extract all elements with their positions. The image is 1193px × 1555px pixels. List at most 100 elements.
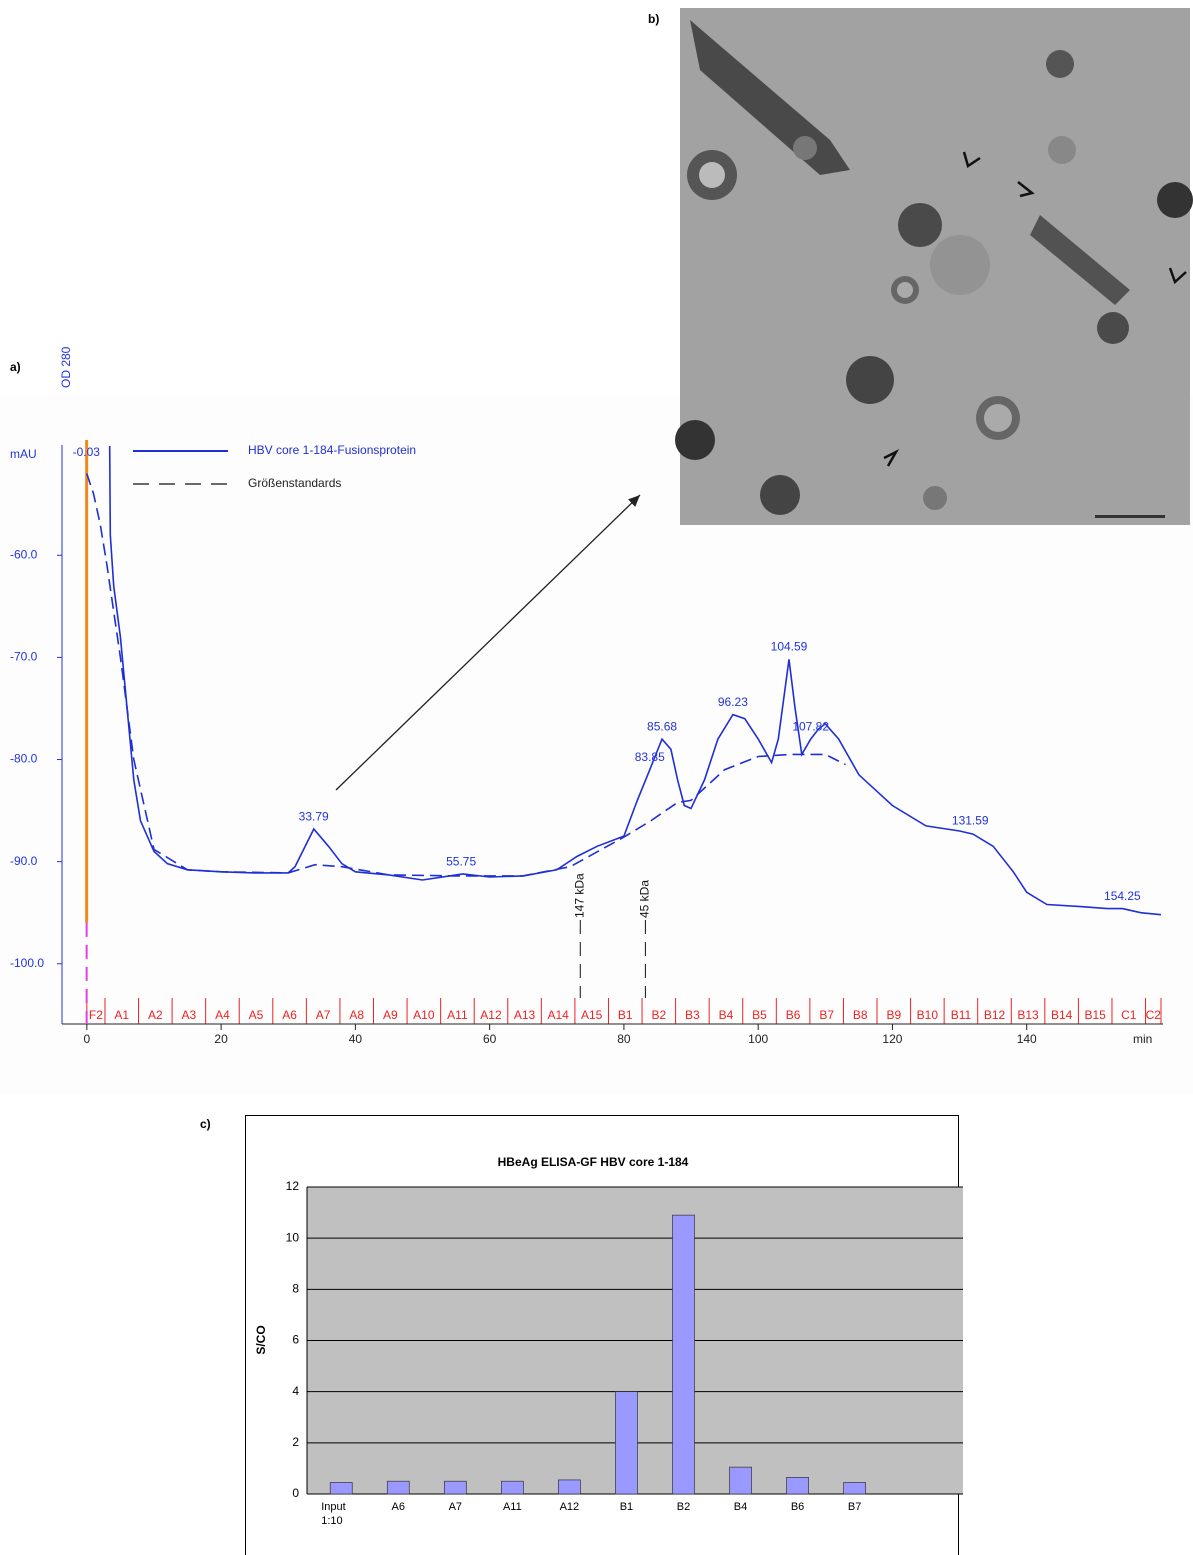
peak-label: 154.25 bbox=[1104, 889, 1141, 903]
y-axis-title: OD 280 bbox=[59, 346, 73, 388]
x-tick-label-box: A11 bbox=[502, 1501, 522, 1513]
y-tick-label: -70.0 bbox=[10, 650, 38, 664]
x-tick-label: 80 bbox=[617, 1032, 631, 1046]
x-tick-label: A12 bbox=[559, 1501, 580, 1513]
x-tick-label-box: B6 bbox=[790, 1501, 805, 1513]
x-tick-label: 20 bbox=[214, 1032, 228, 1046]
x-tick-label-box: B1 bbox=[619, 1501, 634, 1513]
y-tick-label: 6 bbox=[292, 1333, 299, 1347]
fraction-label: A9 bbox=[383, 1008, 398, 1022]
y-tick-label: 12 bbox=[286, 1179, 300, 1193]
fraction-label: A15 bbox=[581, 1008, 603, 1022]
legend-label: Größenstandards bbox=[248, 476, 341, 490]
x-tick-label-box: Input 1:10 bbox=[321, 1501, 346, 1527]
data-line bbox=[86, 473, 846, 877]
x-tick-label-box: A12 bbox=[559, 1501, 580, 1513]
x-tick-label-box: B2 bbox=[677, 1501, 690, 1513]
fraction-label: A11 bbox=[447, 1008, 468, 1022]
fraction-label: A6 bbox=[282, 1008, 297, 1022]
fraction-label: A1 bbox=[114, 1008, 129, 1022]
fraction-label: A8 bbox=[349, 1008, 364, 1022]
fraction-label: A3 bbox=[182, 1008, 197, 1022]
x-tick-label: 140 bbox=[1017, 1032, 1037, 1046]
fraction-label: C2 bbox=[1146, 1008, 1162, 1022]
x-tick-label: B1 bbox=[619, 1501, 634, 1513]
x-tick-label: 120 bbox=[882, 1032, 902, 1046]
fraction-label: A2 bbox=[148, 1008, 163, 1022]
y-axis-title: S/CO bbox=[254, 1325, 268, 1354]
x-tick-label: 60 bbox=[483, 1032, 497, 1046]
peak-label: 83.85 bbox=[635, 750, 665, 764]
peak-label: 55.75 bbox=[446, 854, 476, 868]
bar bbox=[329, 1482, 353, 1495]
y-tick-label: -60.0 bbox=[10, 547, 38, 561]
bar bbox=[843, 1482, 866, 1495]
panel-label: a) bbox=[10, 360, 21, 374]
y-unit: mAU bbox=[10, 447, 37, 461]
y-tick-label: -100.0 bbox=[10, 956, 44, 970]
y-tick-label: 8 bbox=[292, 1282, 299, 1296]
fraction-label: B9 bbox=[886, 1008, 901, 1022]
fraction-label: B3 bbox=[685, 1008, 700, 1022]
fraction-label: B6 bbox=[786, 1008, 801, 1022]
fraction-label: B13 bbox=[1017, 1008, 1039, 1022]
fraction-label: B10 bbox=[917, 1008, 939, 1022]
x-tick-label: 0 bbox=[83, 1032, 90, 1046]
y-tick-label: 0 bbox=[292, 1486, 299, 1500]
chart-title: HBeAg ELISA-GF HBV core 1-184 bbox=[498, 1155, 689, 1169]
micrograph bbox=[675, 8, 1193, 525]
peak-label: 104.59 bbox=[771, 640, 808, 654]
peak-label: 85.68 bbox=[647, 719, 677, 733]
fraction-label: C1 bbox=[1121, 1008, 1137, 1022]
x-tick-label: A7 bbox=[448, 1501, 463, 1513]
fraction-label: A7 bbox=[316, 1008, 331, 1022]
y-tick-label: 10 bbox=[286, 1230, 300, 1244]
y-tick-label: -80.0 bbox=[10, 752, 38, 766]
peak-label: 107.82 bbox=[792, 719, 829, 733]
fraction-label: B7 bbox=[819, 1008, 834, 1022]
x-tick-label: A6 bbox=[391, 1501, 405, 1513]
bar bbox=[786, 1477, 809, 1495]
bar bbox=[501, 1480, 524, 1495]
x-unit: min bbox=[1133, 1032, 1152, 1046]
x-tick-label: 100 bbox=[748, 1032, 768, 1046]
fraction-label: B15 bbox=[1085, 1008, 1107, 1022]
data-line bbox=[108, 445, 1162, 916]
fraction-label: B5 bbox=[752, 1008, 767, 1022]
x-tick-label: A11 bbox=[502, 1501, 522, 1513]
fraction-label: A14 bbox=[547, 1008, 569, 1022]
bar bbox=[729, 1466, 752, 1495]
bar bbox=[615, 1391, 638, 1495]
fraction-label: A4 bbox=[215, 1008, 230, 1022]
bar bbox=[558, 1479, 581, 1495]
x-tick-label: 40 bbox=[349, 1032, 363, 1046]
peak-label: 131.59 bbox=[952, 814, 989, 828]
bar bbox=[443, 1480, 467, 1495]
fraction-label: B12 bbox=[984, 1008, 1006, 1022]
x-tick-label-box: B4 bbox=[733, 1501, 748, 1513]
fraction-label: F2 bbox=[89, 1008, 103, 1022]
x-tick-label-box: A7 bbox=[448, 1501, 463, 1513]
fraction-label: B14 bbox=[1051, 1008, 1073, 1022]
bar bbox=[386, 1480, 410, 1495]
x-tick-label: B7 bbox=[847, 1501, 862, 1513]
fraction-label: A10 bbox=[413, 1008, 435, 1022]
panel-label: b) bbox=[648, 12, 659, 26]
x-tick-label: Input 1:10 bbox=[321, 1501, 346, 1527]
y-tick-label: 2 bbox=[292, 1435, 299, 1449]
peak-label: 33.79 bbox=[299, 809, 329, 823]
fraction-label: A5 bbox=[249, 1008, 264, 1022]
peak-label: 96.23 bbox=[718, 695, 748, 709]
fraction-label: B4 bbox=[719, 1008, 734, 1022]
x-tick-label: B4 bbox=[733, 1501, 748, 1513]
legend-label: HBV core 1-184-Fusionsprotein bbox=[248, 443, 416, 457]
marker-label: 147 kDa bbox=[572, 873, 586, 918]
x-tick-label: B6 bbox=[790, 1501, 805, 1513]
y-tick-label: 4 bbox=[292, 1384, 299, 1398]
fraction-label: A13 bbox=[514, 1008, 536, 1022]
x-tick-label-box: B7 bbox=[847, 1501, 862, 1513]
fraction-label: B11 bbox=[951, 1008, 972, 1022]
fraction-label: B8 bbox=[853, 1008, 868, 1022]
